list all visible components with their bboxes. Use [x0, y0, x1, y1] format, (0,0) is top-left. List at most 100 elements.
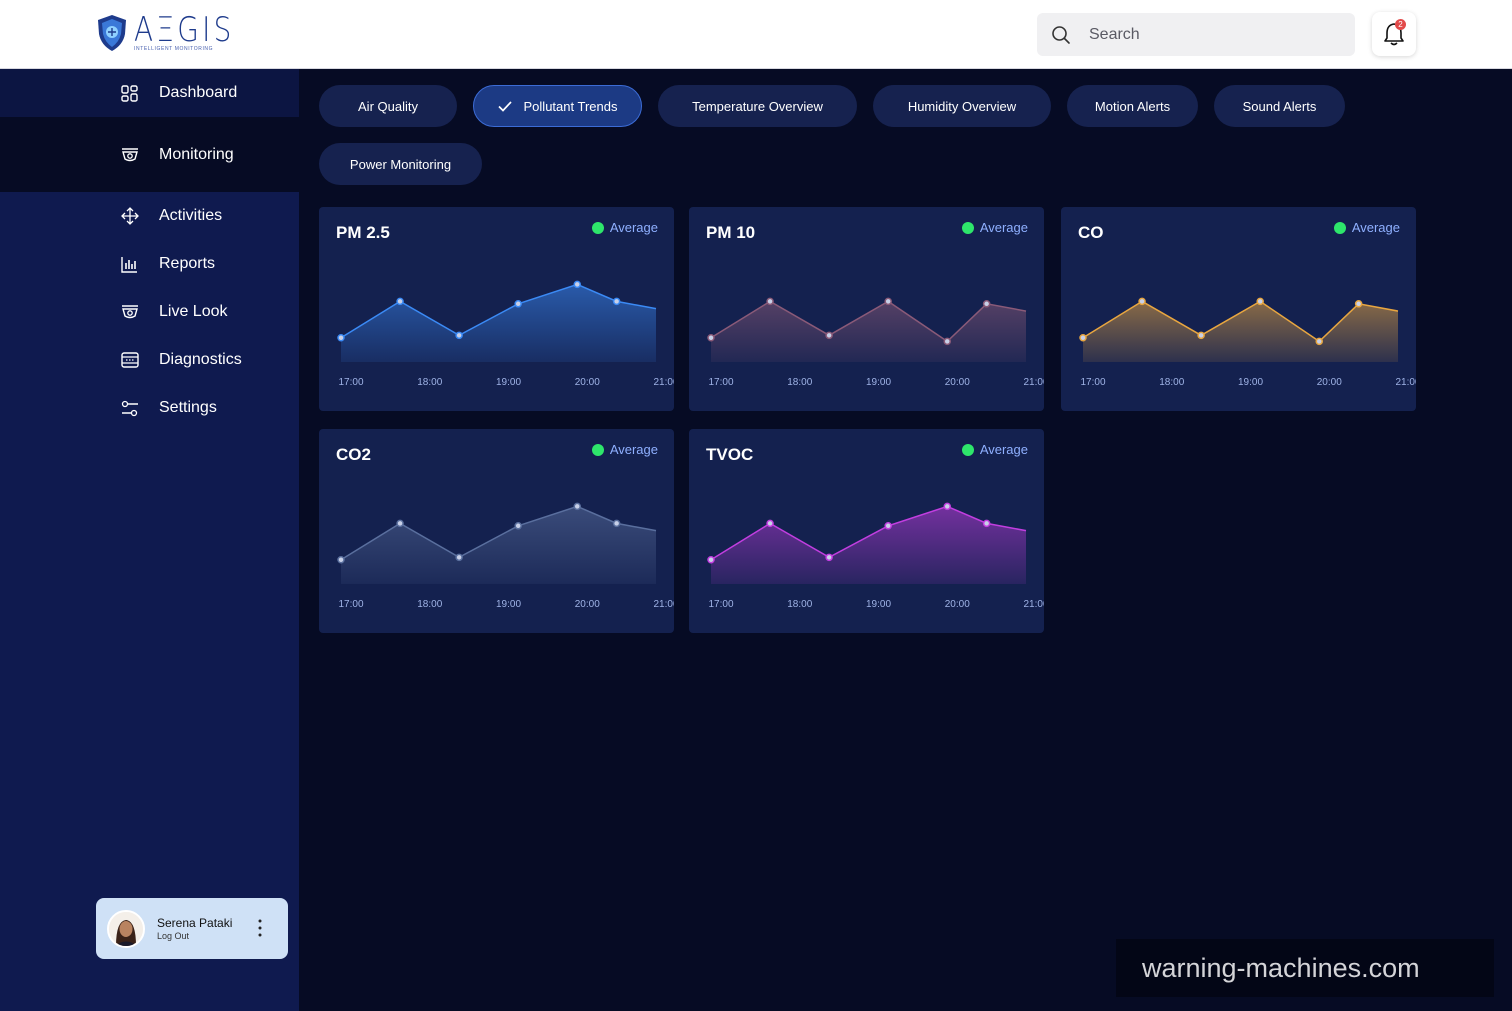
- tab-air-quality[interactable]: Air Quality: [319, 85, 457, 127]
- move-icon: [120, 207, 139, 226]
- x-tick-label: 19:00: [1238, 377, 1263, 388]
- x-tick-label: 19:00: [496, 599, 521, 610]
- chart-title: PM 10: [706, 223, 756, 242]
- profile-name: Serena Pataki: [157, 916, 233, 930]
- logout-link[interactable]: Log Out: [157, 931, 190, 941]
- x-tick-label: 17:00: [338, 377, 363, 388]
- status-badge: Average: [1333, 220, 1400, 235]
- chart-card-pm25[interactable]: 17:00 18:00 19:00 20:00 21:00 PM 2.5 Average: [319, 207, 674, 411]
- watermark-text: warning-machines.com: [1142, 952, 1420, 983]
- x-tick-label: 20:00: [1317, 377, 1342, 388]
- tab-label: Humidity Overview: [907, 98, 1017, 114]
- tab-power-monitoring[interactable]: Power Monitoring: [319, 143, 482, 185]
- user-profile-card[interactable]: Serena Pataki Log Out: [96, 898, 288, 959]
- search-input[interactable]: [1089, 25, 1319, 44]
- x-tick-label: 18:00: [417, 377, 442, 388]
- status-dot: [1333, 221, 1346, 234]
- data-point[interactable]: [514, 300, 522, 308]
- sidebar: Dashboard Monitoring Activities Reports …: [0, 69, 299, 1011]
- notifications-button[interactable]: 2: [1372, 12, 1416, 56]
- tab-label: Air Quality: [358, 98, 418, 114]
- data-point[interactable]: [337, 334, 345, 342]
- x-tick-label: 17:00: [338, 599, 363, 610]
- x-tick-label: 18:00: [1159, 377, 1184, 388]
- data-point[interactable]: [884, 297, 892, 306]
- avatar[interactable]: [107, 909, 145, 948]
- data-point[interactable]: [766, 519, 774, 528]
- more-options-icon[interactable]: [258, 919, 262, 937]
- sidebar-item-dashboard[interactable]: Dashboard: [0, 69, 299, 117]
- data-point[interactable]: [943, 337, 951, 346]
- data-point[interactable]: [396, 519, 404, 528]
- data-point[interactable]: [707, 334, 715, 342]
- data-point[interactable]: [612, 519, 621, 528]
- chart-title: PM 2.5: [336, 223, 390, 242]
- data-point[interactable]: [766, 297, 774, 306]
- data-point[interactable]: [337, 556, 345, 564]
- x-tick-label: 20:00: [575, 377, 600, 388]
- x-tick-label: 17:00: [708, 377, 733, 388]
- x-tick-label: 18:00: [787, 599, 812, 610]
- data-point[interactable]: [396, 297, 404, 306]
- data-point[interactable]: [825, 331, 833, 340]
- data-point[interactable]: [514, 522, 522, 530]
- data-point[interactable]: [982, 519, 991, 528]
- status-badge: Average: [961, 220, 1028, 235]
- x-tick-label: 20:00: [945, 599, 970, 610]
- sidebar-item-reports[interactable]: Reports: [0, 240, 299, 288]
- data-point[interactable]: [573, 502, 581, 511]
- x-tick-label: 21:00: [1395, 377, 1416, 388]
- series-area: [711, 506, 1026, 584]
- chart-card-tvoc[interactable]: 17:00 18:00 19:00 20:00 21:00 TVOC Average: [689, 429, 1044, 633]
- data-point[interactable]: [1197, 331, 1205, 340]
- data-point[interactable]: [982, 300, 991, 308]
- logo-subtitle: INTELLIGENT MONITORING: [134, 45, 214, 52]
- data-point[interactable]: [1354, 300, 1363, 308]
- sidebar-item-live-look[interactable]: Live Look: [0, 288, 299, 336]
- chart-card-co[interactable]: 17:00 18:00 19:00 20:00 21:00 CO Average: [1061, 207, 1416, 411]
- data-point[interactable]: [884, 522, 892, 530]
- tab-pollutant-trends[interactable]: Pollutant Trends: [473, 85, 642, 127]
- sidebar-item-label: Dashboard: [159, 84, 238, 101]
- series-area: [1083, 301, 1398, 362]
- watermark: warning-machines.com: [1116, 939, 1494, 997]
- chart-card-co2[interactable]: 17:00 18:00 19:00 20:00 21:00 CO2 Average: [319, 429, 674, 633]
- area-chart: 17:00 18:00 19:00 20:00 21:00: [337, 280, 674, 388]
- sidebar-item-label: Reports: [159, 255, 216, 272]
- data-point[interactable]: [455, 331, 463, 340]
- tab-temperature-overview[interactable]: Temperature Overview: [658, 85, 857, 127]
- x-tick-label: 21:00: [653, 599, 674, 610]
- data-point[interactable]: [1138, 297, 1146, 306]
- data-point[interactable]: [573, 280, 581, 289]
- sidebar-item-label: Monitoring: [159, 145, 234, 163]
- data-point[interactable]: [612, 297, 621, 306]
- sidebar-item-activities[interactable]: Activities: [0, 192, 299, 240]
- x-tick-label: 19:00: [496, 377, 521, 388]
- chart-card-pm10[interactable]: 17:00 18:00 19:00 20:00 21:00 PM 10 Average: [689, 207, 1044, 411]
- status-label: Average: [979, 442, 1028, 457]
- dashboard-icon: [120, 84, 139, 103]
- x-tick-label: 18:00: [417, 599, 442, 610]
- data-point[interactable]: [825, 553, 833, 562]
- data-point[interactable]: [1315, 337, 1323, 346]
- tab-sound-alerts[interactable]: Sound Alerts: [1214, 85, 1345, 127]
- status-dot: [961, 221, 974, 234]
- x-tick-label: 19:00: [866, 599, 891, 610]
- sidebar-item-settings[interactable]: Settings: [0, 384, 299, 432]
- x-tick-label: 18:00: [787, 377, 812, 388]
- x-tick-label: 20:00: [945, 377, 970, 388]
- data-point[interactable]: [943, 502, 951, 511]
- series-area: [341, 284, 656, 362]
- tab-motion-alerts[interactable]: Motion Alerts: [1067, 85, 1198, 127]
- tab-label: Temperature Overview: [692, 98, 823, 114]
- search-box[interactable]: [1037, 13, 1355, 56]
- logo[interactable]: AΞGIS INTELLIGENT MONITORING: [96, 13, 257, 52]
- data-point[interactable]: [1256, 297, 1264, 306]
- data-point[interactable]: [1079, 334, 1087, 342]
- sidebar-item-diagnostics[interactable]: Diagnostics: [0, 336, 299, 384]
- data-point[interactable]: [707, 556, 715, 564]
- tab-humidity-overview[interactable]: Humidity Overview: [873, 85, 1051, 127]
- data-point[interactable]: [455, 553, 463, 562]
- status-dot: [961, 443, 974, 456]
- sidebar-item-monitoring[interactable]: Monitoring: [0, 117, 299, 192]
